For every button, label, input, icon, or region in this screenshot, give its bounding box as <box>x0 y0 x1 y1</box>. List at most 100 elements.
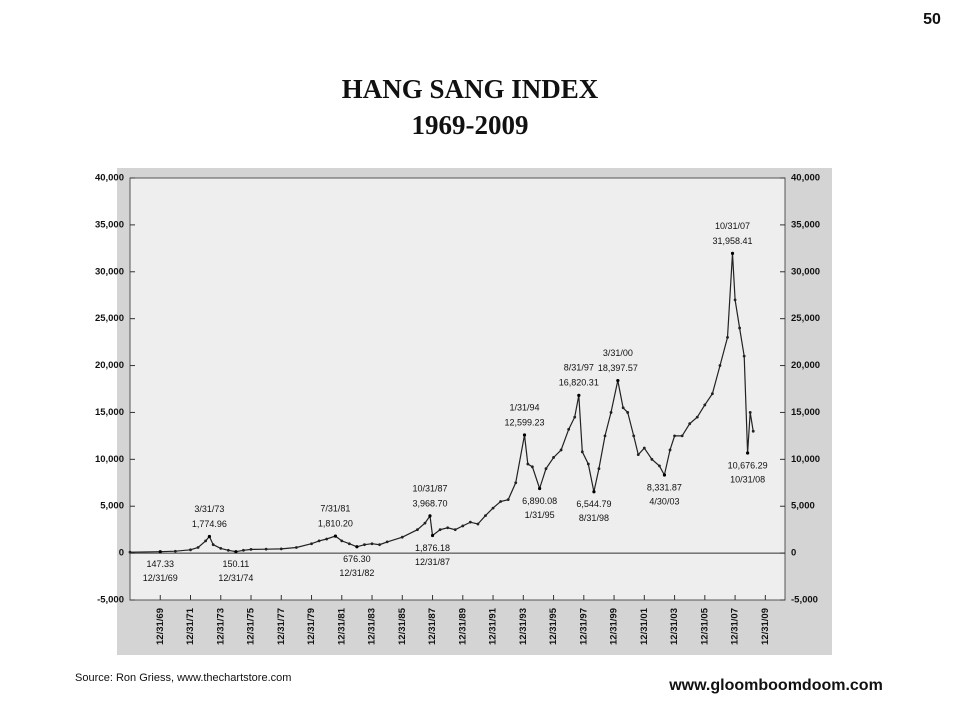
annotation-value: 8,331.87 <box>647 482 682 492</box>
y2-tick-label: 5,000 <box>791 501 815 512</box>
data-point <box>552 456 555 459</box>
data-point <box>325 537 329 541</box>
data-point <box>249 547 253 551</box>
data-point <box>347 542 351 546</box>
annotation-value: 3,968.70 <box>412 498 447 508</box>
y2-tick-label: 30,000 <box>791 266 820 277</box>
x-tick-label: 12/31/07 <box>730 608 741 645</box>
data-point <box>461 524 465 528</box>
data-point <box>204 539 208 543</box>
annotation-date: 12/31/69 <box>143 573 178 583</box>
data-point <box>668 448 672 452</box>
data-point <box>378 543 381 547</box>
data-point <box>626 411 630 414</box>
data-point <box>370 542 374 546</box>
x-tick-label: 12/31/77 <box>276 608 287 645</box>
annotation-value: 1,774.96 <box>192 519 227 529</box>
data-point <box>673 434 676 438</box>
data-point <box>264 547 268 551</box>
annotation-point <box>522 433 527 437</box>
annotation-value: 1,876.18 <box>415 543 450 553</box>
annotation-point <box>428 514 432 518</box>
data-point <box>189 548 192 552</box>
page-number: 50 <box>923 11 941 28</box>
annotation-value: 6,544.79 <box>576 499 611 509</box>
y2-tick-label: 15,000 <box>791 407 820 418</box>
x-tick-label: 12/31/73 <box>215 608 226 645</box>
data-point <box>559 448 563 452</box>
y2-tick-label: 25,000 <box>791 313 820 324</box>
y-tick-label: 5,000 <box>100 501 124 512</box>
data-point <box>586 462 590 466</box>
data-point <box>636 453 640 457</box>
y-tick-label: 10,000 <box>95 454 124 465</box>
source: Source: Ron Griess, www.thechartstore.co… <box>75 672 291 684</box>
x-tick-label: 12/31/75 <box>246 607 257 645</box>
annotation-date: 7/31/81 <box>320 504 350 514</box>
data-point <box>340 539 344 543</box>
data-point <box>400 535 404 539</box>
data-point <box>544 467 548 471</box>
data-point <box>738 326 742 330</box>
annotation-value: 676.30 <box>343 554 371 564</box>
data-point <box>173 549 177 553</box>
annotation-date: 3/31/73 <box>194 504 224 514</box>
annotation-date: 12/31/82 <box>339 568 374 578</box>
annotation-point <box>577 393 581 397</box>
x-tick-label: 12/31/97 <box>578 608 589 645</box>
annotation-point <box>207 534 212 539</box>
annotation-value: 10,676.29 <box>728 460 768 470</box>
x-tick-label: 12/31/71 <box>185 607 196 645</box>
y-tick-label: 15,000 <box>95 407 124 418</box>
chart-title: HANG SANG INDEX <box>342 74 599 104</box>
data-point <box>317 539 321 543</box>
annotation-point <box>234 550 238 554</box>
y-tick-label: 0 <box>119 548 124 559</box>
data-point <box>416 528 419 532</box>
data-point <box>438 528 442 532</box>
x-tick-label: 12/31/01 <box>639 607 650 645</box>
data-point <box>695 415 699 419</box>
x-tick-label: 12/31/85 <box>397 607 408 645</box>
data-point <box>680 434 684 438</box>
data-point <box>573 415 577 419</box>
data-point <box>506 498 510 502</box>
x-tick-label: 12/31/81 <box>336 607 347 645</box>
data-point <box>710 392 714 396</box>
annotation-date: 10/31/87 <box>412 483 447 493</box>
annotation-point <box>592 490 596 494</box>
annotation-value: 31,958.41 <box>712 236 752 246</box>
y2-tick-label: 20,000 <box>791 360 820 371</box>
data-point <box>726 336 729 339</box>
y2-tick-label: 40,000 <box>791 173 820 184</box>
data-point <box>226 548 230 552</box>
data-point <box>658 464 661 468</box>
data-point <box>128 550 132 554</box>
data-point <box>491 506 495 510</box>
data-point <box>219 547 223 550</box>
annotation-point <box>746 451 750 455</box>
website: www.gloomboomdoom.com <box>668 677 883 694</box>
annotation-point <box>730 251 735 256</box>
x-tick-label: 12/31/93 <box>518 608 529 645</box>
x-tick-label: 12/31/09 <box>760 608 771 645</box>
data-point <box>567 427 571 431</box>
data-point <box>597 467 601 471</box>
y-tick-label: 30,000 <box>95 266 124 277</box>
x-tick-label: 12/31/99 <box>609 608 620 645</box>
annotation-value: 150.11 <box>222 559 249 569</box>
annotation-date: 1/31/94 <box>509 402 539 412</box>
y2-tick-label: -5,000 <box>791 595 818 606</box>
data-point <box>499 500 503 503</box>
x-tick-label: 12/31/05 <box>699 607 710 645</box>
data-point <box>468 520 472 524</box>
x-tick-label: 12/31/95 <box>548 607 559 645</box>
y2-tick-label: 0 <box>791 548 796 559</box>
y2-tick-label: 35,000 <box>791 219 820 230</box>
annotation-value: 6,890.08 <box>522 496 557 506</box>
data-point <box>279 547 283 551</box>
data-point <box>476 522 480 526</box>
annotation-date: 10/31/08 <box>730 474 765 484</box>
data-point <box>580 450 584 454</box>
